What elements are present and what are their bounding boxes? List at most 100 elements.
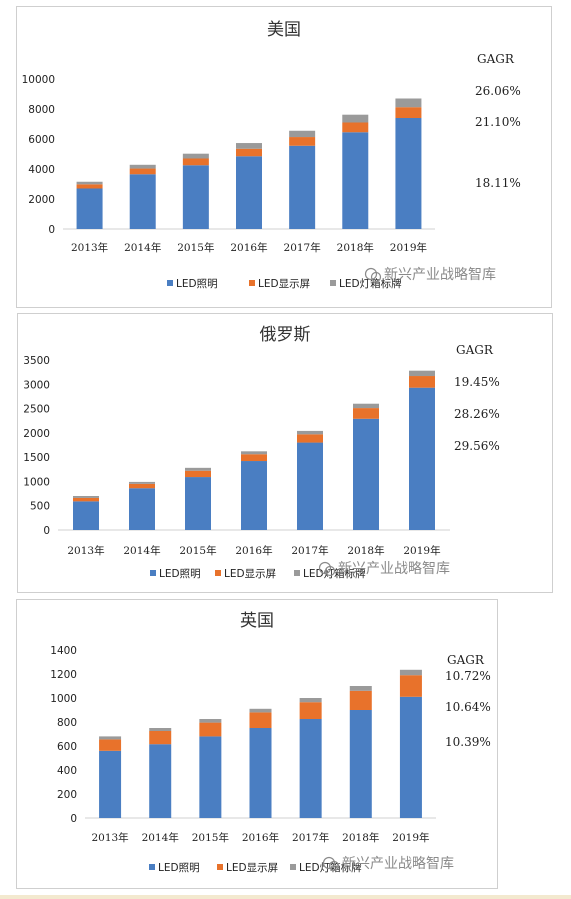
watermark-text: 新兴产业战略智库 [342,856,454,872]
bar-segment-signage [182,153,209,159]
x-tick-label: 2013年 [91,831,128,844]
y-tick-label: 1400 [50,645,77,657]
bar-segment-lighting [395,118,422,229]
bar-segment-display [349,690,372,710]
y-tick-label: 0 [43,525,50,537]
bar-segment-signage [99,736,122,740]
bar-segment-display [289,137,316,146]
y-tick-label: 8000 [28,104,55,116]
bar-segment-lighting [241,461,267,530]
y-tick-label: 1200 [50,669,77,681]
chart-svg: 英国 0 200 400 600 800 1000 1200 1400 2013年 2014年 201… [50,611,491,874]
bar-segment-display [241,454,267,462]
legend-swatch-display [217,864,223,870]
x-tick-label: 2017年 [291,544,328,557]
bar-segment-display [249,712,272,728]
bar-segment-display [182,158,209,166]
gagr-label: GAGR [456,343,494,357]
y-tick-label: 600 [57,741,77,753]
x-tick-label: 2015年 [192,831,229,844]
legend-swatch-lighting [150,570,156,576]
legend-swatch-display [215,570,221,576]
legend-label: LED照明 [159,568,201,580]
bar-segment-display [76,184,103,189]
chart-panel-russia: 俄罗斯 0 500 1000 1500 2000 2500 3000 3500 2013年 2014… [17,313,553,593]
bar-segment-lighting [349,710,372,818]
x-tick-label: 2019年 [403,544,440,557]
x-tick-label: 2019年 [392,831,429,844]
bar-segment-signage [185,467,211,471]
bar-segment-display [399,675,422,697]
y-tick-label: 0 [70,813,77,825]
y-tick-label: 0 [48,224,55,236]
gagr-value: 21.10% [475,115,521,129]
bar-segment-lighting [73,501,99,530]
bar-segment-display [149,731,172,745]
bar-segment-signage [129,481,155,484]
bar-segment-lighting [199,736,222,818]
x-tick-label: 2014年 [142,831,179,844]
gagr-value: 10.64% [445,700,491,714]
bar-segment-signage [236,143,262,149]
x-tick-label: 2014年 [123,544,160,557]
legend-label: LED显示屏 [258,278,310,290]
bar-segment-lighting [185,477,211,530]
y-tick-label: 800 [57,717,77,729]
bar-segment-lighting [99,750,122,818]
legend-swatch-display [249,280,255,286]
bar-segment-lighting [129,174,156,229]
x-tick-label: 2015年 [179,544,216,557]
y-tick-label: 1000 [50,693,77,705]
bottom-divider [0,895,571,899]
bar-segment-signage [129,164,156,169]
x-tick-label: 2018年 [342,831,379,844]
gagr-label: GAGR [447,653,485,667]
bar-segment-display [185,470,211,478]
bar-segment-display [73,497,99,502]
y-tick-label: 4000 [28,164,55,176]
bar-segment-lighting [182,165,209,229]
bar-segment-display [199,722,222,737]
wechat-icon [322,856,340,872]
bar-segment-signage [349,686,372,691]
legend-label: LED照明 [176,278,218,290]
legend-label: LED灯箱标牌 [339,277,402,290]
bar-segment-lighting [76,188,103,229]
x-tick-label: 2016年 [230,241,267,254]
x-tick-label: 2014年 [124,241,161,254]
chart-panel-usa: 美国 0 2000 4000 6000 8000 10000 2013年 2014年 2015年 2… [16,6,552,308]
bar-segment-signage [297,430,323,435]
gagr-value: 28.26% [454,407,500,421]
bar-segment-display [353,408,379,419]
bar-segment-signage [342,114,369,123]
x-tick-label: 2013年 [71,241,108,254]
y-tick-label: 200 [57,789,77,801]
x-tick-label: 2017年 [292,831,329,844]
bar-segment-signage [199,719,222,723]
bar-segment-signage [299,698,322,703]
y-tick-label: 1500 [23,452,50,464]
bar-segment-lighting [399,696,422,818]
x-tick-label: 2015年 [177,241,214,254]
y-tick-label: 2000 [28,194,55,206]
bar-segment-display [409,376,435,388]
chart-panel-uk: 英国 0 200 400 600 800 1000 1200 1400 2013年 2014年 201… [16,599,498,889]
chart-svg: 俄罗斯 0 500 1000 1500 2000 2500 3000 3500 2013年 2014… [23,325,500,580]
legend-label: LED显示屏 [226,862,278,874]
bar-segment-signage [149,728,172,731]
bar-segment-display [129,168,156,175]
bar-segment-display [99,739,122,751]
legend-swatch-lighting [167,280,173,286]
bar-segment-display [129,483,155,489]
gagr-value: 19.45% [454,375,500,389]
watermark-text: 新兴产业战略智库 [338,561,450,577]
y-tick-label: 500 [30,501,50,513]
y-tick-label: 3500 [23,355,50,367]
bar-segment-display [297,434,323,443]
bar-segment-lighting [353,418,379,530]
bar-segment-signage [409,370,435,377]
watermark-text: 新兴产业战略智库 [384,267,496,283]
legend-swatch-signage [290,864,296,870]
y-tick-label: 2500 [23,404,50,416]
bar-segment-display [299,702,322,719]
